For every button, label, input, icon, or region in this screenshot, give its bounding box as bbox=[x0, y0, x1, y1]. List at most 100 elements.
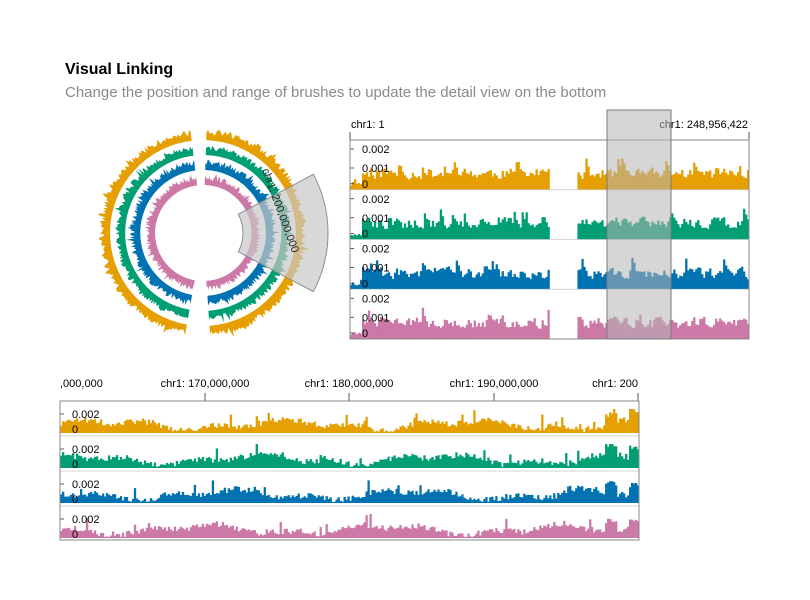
detail-bar bbox=[373, 490, 376, 503]
overview-bar bbox=[447, 173, 451, 190]
overview-bar bbox=[401, 271, 405, 290]
overview-bar bbox=[411, 227, 415, 240]
detail-bar bbox=[519, 464, 522, 468]
overview-bar bbox=[697, 267, 700, 290]
detail-bar bbox=[243, 489, 246, 503]
overview-bar bbox=[577, 316, 580, 339]
detail-bar bbox=[451, 532, 454, 538]
overview-bar bbox=[393, 272, 397, 290]
detail-bar bbox=[621, 418, 624, 433]
detail-bar bbox=[249, 491, 252, 503]
detail-bar bbox=[505, 463, 508, 468]
detail-bar bbox=[393, 455, 396, 468]
page-subtitle: Change the position and range of brushes… bbox=[65, 84, 607, 101]
detail-bar bbox=[85, 422, 89, 433]
detail-bar bbox=[62, 452, 65, 468]
overview-bar bbox=[465, 222, 468, 240]
overview-bar bbox=[693, 317, 696, 339]
circular-brush[interactable] bbox=[237, 173, 329, 293]
detail-bar bbox=[261, 421, 264, 433]
detail-bar bbox=[101, 425, 105, 433]
detail-bar bbox=[293, 531, 296, 538]
detail-bar bbox=[619, 493, 622, 503]
detail-bar bbox=[171, 431, 175, 433]
overview-bar bbox=[403, 270, 407, 290]
detail-bar bbox=[459, 420, 462, 433]
overview-bar bbox=[493, 225, 496, 240]
overview-bar bbox=[733, 174, 736, 190]
overview-bar bbox=[705, 170, 708, 190]
detail-bar bbox=[623, 529, 626, 538]
overview-bar bbox=[745, 277, 748, 290]
detail-bar bbox=[355, 497, 358, 503]
overview-bar bbox=[603, 274, 606, 290]
detail-bar bbox=[417, 457, 420, 468]
overview-bar bbox=[365, 322, 369, 339]
detail-bar bbox=[637, 412, 640, 433]
detail-bar bbox=[389, 525, 392, 538]
overview-view[interactable]: 0.0020.00100.0020.00100.0020.00100.0020.… bbox=[350, 144, 750, 340]
detail-bar bbox=[159, 464, 163, 468]
detail-bar bbox=[573, 526, 576, 538]
detail-bar bbox=[367, 480, 370, 503]
overview-bar bbox=[449, 269, 453, 290]
detail-bar bbox=[585, 457, 588, 468]
overview-bar bbox=[413, 321, 417, 339]
detail-bar bbox=[427, 460, 430, 468]
detail-bar bbox=[339, 500, 342, 503]
detail-bar bbox=[329, 532, 332, 538]
overview-bar bbox=[683, 218, 686, 240]
overview-bar bbox=[483, 326, 486, 339]
circular-view[interactable] bbox=[98, 129, 310, 337]
detail-bar bbox=[617, 456, 620, 468]
circular-arc bbox=[126, 161, 196, 306]
detail-bar bbox=[127, 501, 131, 503]
detail-bar bbox=[231, 525, 234, 538]
detail-bar bbox=[103, 496, 107, 503]
detail-bar bbox=[295, 529, 298, 538]
detail-bar bbox=[299, 461, 302, 468]
detail-bar bbox=[405, 526, 408, 538]
overview-bar bbox=[693, 227, 696, 240]
detail-bar bbox=[579, 460, 582, 468]
overview-bar bbox=[529, 279, 532, 290]
detail-bar bbox=[179, 526, 183, 538]
overview-bar bbox=[395, 175, 399, 190]
detail-bar bbox=[165, 462, 169, 468]
overview-bar bbox=[483, 266, 486, 290]
overview-tick-label: 0.002 bbox=[362, 244, 390, 256]
overview-bar bbox=[747, 170, 750, 190]
overview-bar bbox=[677, 278, 680, 290]
detail-bar bbox=[561, 492, 564, 503]
overview-bar bbox=[541, 169, 544, 190]
overview-bar bbox=[501, 315, 504, 339]
overview-bar bbox=[359, 279, 363, 290]
detail-bar bbox=[125, 419, 129, 433]
overview-bar bbox=[369, 263, 373, 290]
detail-bar bbox=[123, 421, 127, 433]
detail-bar bbox=[113, 494, 117, 503]
overview-bar bbox=[399, 322, 403, 339]
detail-bar bbox=[231, 426, 234, 433]
detail-bar bbox=[305, 497, 308, 503]
detail-bar bbox=[511, 462, 514, 468]
detail-bar bbox=[149, 527, 153, 538]
detail-bar bbox=[465, 499, 468, 503]
detail-bar bbox=[85, 517, 89, 538]
detail-bar bbox=[71, 421, 75, 433]
overview-bar bbox=[423, 316, 427, 339]
overview-bar bbox=[515, 321, 518, 339]
overview-brush[interactable] bbox=[606, 109, 672, 340]
overview-bar bbox=[709, 268, 712, 290]
overview-bar bbox=[517, 324, 520, 339]
detail-bar bbox=[423, 455, 426, 468]
detail-bar bbox=[559, 461, 562, 468]
detail-bar bbox=[227, 527, 231, 538]
detail-bar bbox=[257, 490, 260, 503]
detail-bar bbox=[347, 525, 350, 538]
overview-bar bbox=[451, 272, 455, 290]
overview-bar bbox=[495, 175, 498, 190]
overview-bar bbox=[491, 176, 494, 190]
overview-bar bbox=[595, 323, 598, 339]
